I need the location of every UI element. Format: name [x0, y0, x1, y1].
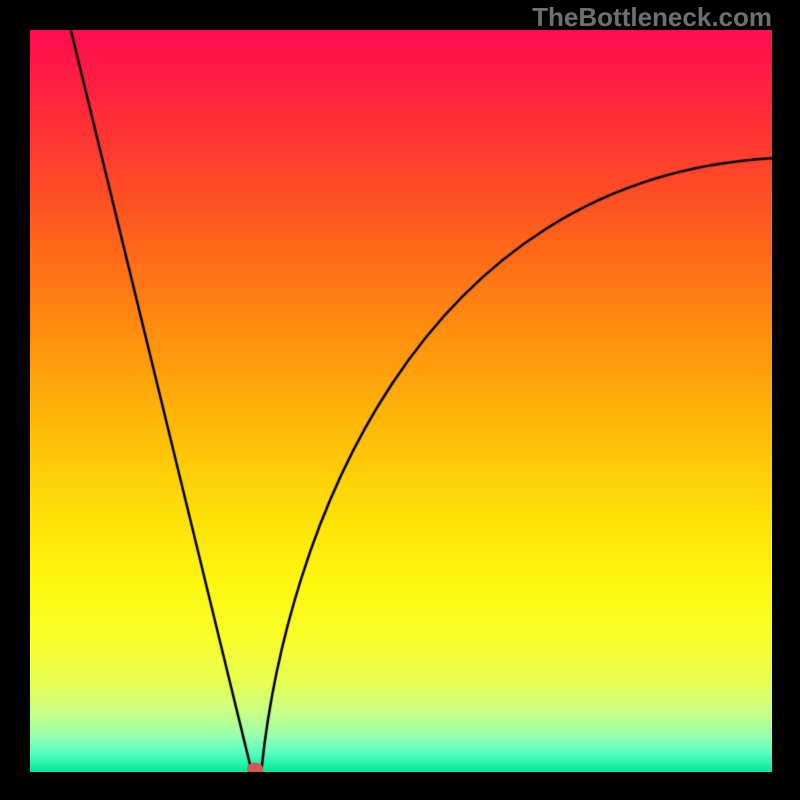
chart-root: TheBottleneck.com	[0, 0, 800, 800]
plot-area	[30, 30, 772, 772]
watermark-text: TheBottleneck.com	[532, 2, 772, 33]
bottleneck-curve	[30, 30, 772, 772]
optimal-point-marker	[247, 763, 263, 772]
